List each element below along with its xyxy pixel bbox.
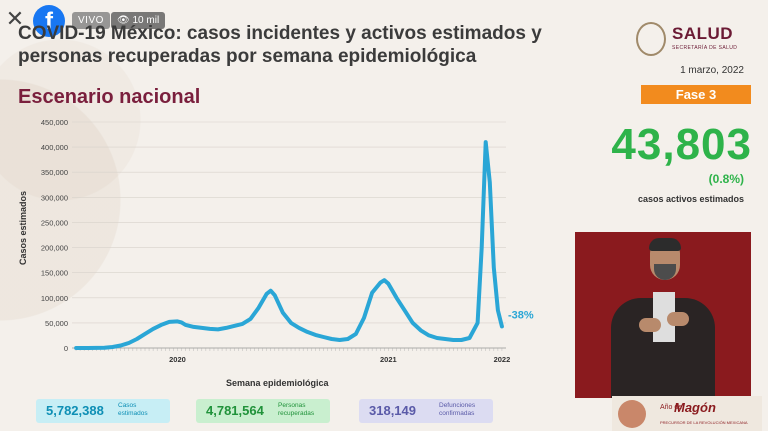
interpreter-hair (649, 238, 681, 251)
viewer-count: 👁 10 mil (111, 12, 166, 29)
live-badge: VIVO (72, 12, 110, 29)
slide-title: COVID-19 México: casos incidentes y acti… (18, 23, 542, 67)
sign-language-interpreter-video (575, 232, 751, 398)
slide-subtitle: Escenario nacional (18, 86, 201, 108)
phase-badge: Fase 3 (641, 85, 751, 104)
active-cases-value: 43,803 (611, 120, 752, 169)
y-tick-label: 250,000 (41, 218, 68, 227)
x-tick-label-year: 2022 (494, 355, 511, 364)
salud-logo-subtext: SECRETARÍA DE SALUD (672, 45, 738, 51)
mexico-seal-icon (636, 22, 666, 56)
report-date: 1 marzo, 2022 (680, 65, 744, 76)
y-axis-label: Casos estimados (18, 191, 28, 265)
deaths-value: 318,149 (369, 403, 416, 418)
magon-year-prefix: Año de (660, 404, 683, 411)
y-tick-label: 300,000 (41, 193, 68, 202)
y-tick-label: 50,000 (45, 319, 68, 328)
interpreter-hand-left (639, 318, 661, 332)
y-axis: 0 50,000 100,000 150,000 200,000 250,000 300,0… (41, 118, 506, 353)
legend-deaths: 318,149 Defunciones confirmadas (359, 399, 493, 423)
magon-portrait-icon (618, 400, 646, 428)
eye-icon: 👁 (117, 15, 130, 26)
x-tick-label-year: 2020 (169, 355, 186, 364)
legend-recovered: 4,781,564 Personas recuperadas (196, 399, 330, 423)
x-axis-label: Semana epidemiológica (226, 378, 330, 388)
y-tick-label: 400,000 (41, 143, 68, 152)
interpreter-beard (654, 264, 676, 280)
interpreter-hand-right (667, 312, 689, 326)
magon-name: Magón (674, 400, 716, 415)
x-tick-label-year: 2021 (380, 355, 397, 364)
recovered-value: 4,781,564 (206, 403, 264, 418)
estimated-cases-value: 5,782,388 (46, 403, 104, 418)
cases-chart: 0 50,000 100,000 150,000 200,000 250,000 300,0… (18, 118, 534, 388)
y-tick-label: 150,000 (41, 269, 68, 278)
legend-estimated-cases: 5,782,388 Casos estimados (36, 399, 170, 423)
change-annotation: -38% (508, 309, 534, 321)
recovered-label: Personas recuperadas (278, 402, 315, 417)
y-tick-label: 0 (64, 344, 68, 353)
y-tick-label: 100,000 (41, 294, 68, 303)
viewer-count-value: 10 mil (132, 15, 160, 26)
facebook-icon: f (33, 5, 65, 37)
salud-logo: SALUD SECRETARÍA DE SALUD (636, 22, 751, 58)
active-cases-label: casos activos estimados (637, 194, 744, 204)
x-axis: 2020 2021 2022 (75, 348, 511, 364)
y-tick-label: 200,000 (41, 244, 68, 253)
active-cases-percent: (0.8%) (708, 172, 744, 186)
salud-logo-text: SALUD (672, 24, 734, 43)
close-icon[interactable]: ✕ (5, 6, 25, 31)
magon-year-logo: Año de Magón PRECURSOR DE LA REVOLUCIÓN … (612, 396, 762, 431)
deaths-label: Defunciones confirmadas (439, 402, 476, 417)
y-tick-label: 350,000 (41, 168, 68, 177)
series-line-estimated-cases (74, 140, 504, 350)
magon-subtitle: PRECURSOR DE LA REVOLUCIÓN MEXICANA (660, 420, 748, 425)
estimated-cases-label: Casos estimados (118, 402, 148, 417)
y-tick-label: 450,000 (41, 118, 68, 127)
